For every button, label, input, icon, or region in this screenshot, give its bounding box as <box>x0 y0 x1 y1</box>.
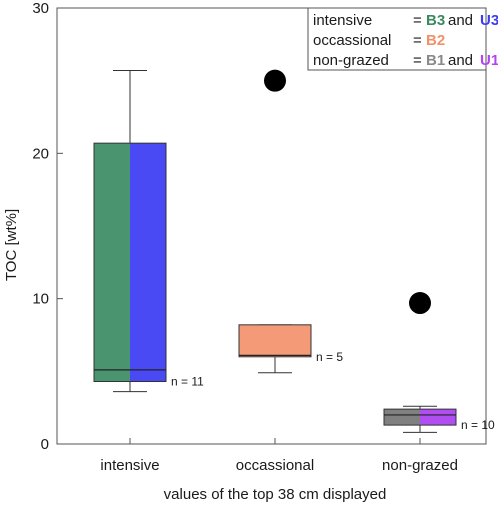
legend-b: U3 <box>480 12 498 29</box>
legend-and: and <box>448 52 473 69</box>
boxes: n = 11 n = 5 n = 10 <box>93 69 495 433</box>
legend-label: non-grazed <box>313 52 389 69</box>
y-tick-label: 30 <box>32 0 49 17</box>
x-axis-title: values of the top 38 cm displayed <box>164 486 387 503</box>
plot-frame <box>56 7 487 445</box>
box-fill-left <box>384 409 420 426</box>
y-axis-title: TOC [wt%] <box>3 209 20 281</box>
box-fill-right <box>420 409 456 426</box>
legend-a: B1 <box>426 52 445 69</box>
legend-a: B2 <box>426 32 445 49</box>
legend-row: non-grazed = B1 and U1 <box>313 52 498 69</box>
legend-a: B3 <box>426 12 445 29</box>
legend-row: intensive = B3 and U3 <box>313 12 498 29</box>
legend-b: U1 <box>480 52 498 69</box>
y-tick-label: 20 <box>32 145 49 162</box>
box-outline <box>93 142 167 383</box>
y-tick-label: 10 <box>32 291 49 308</box>
box-fill-left <box>239 324 311 357</box>
n-count-label: n = 10 <box>461 418 495 432</box>
box-outline <box>238 324 312 358</box>
legend-eq: = <box>413 32 422 49</box>
legend-eq: = <box>413 52 422 69</box>
x-tick-label: occassional <box>236 457 314 474</box>
box-fill-right <box>130 143 166 382</box>
legend-and: and <box>448 12 473 29</box>
legend-label: intensive <box>313 12 372 29</box>
legend-eq: = <box>413 12 422 29</box>
plot-border <box>56 7 487 445</box>
box-outline <box>383 408 457 426</box>
outliers <box>264 69 431 315</box>
y-tick-label: 0 <box>41 436 49 453</box>
box-fill-left <box>94 143 130 382</box>
legend-box <box>307 7 487 71</box>
n-count-label: n = 5 <box>316 350 343 364</box>
x-tick-label: non-grazed <box>382 457 458 474</box>
n-count-label: n = 11 <box>171 375 204 389</box>
outlier-point <box>264 69 286 92</box>
legend-row: occassional = B2 <box>313 32 445 49</box>
outlier-point <box>409 292 431 315</box>
axes: TOC [wt%] values of the top 38 cm displa… <box>3 0 458 503</box>
legend-label: occassional <box>313 32 391 49</box>
x-tick-label: intensive <box>100 457 159 474</box>
